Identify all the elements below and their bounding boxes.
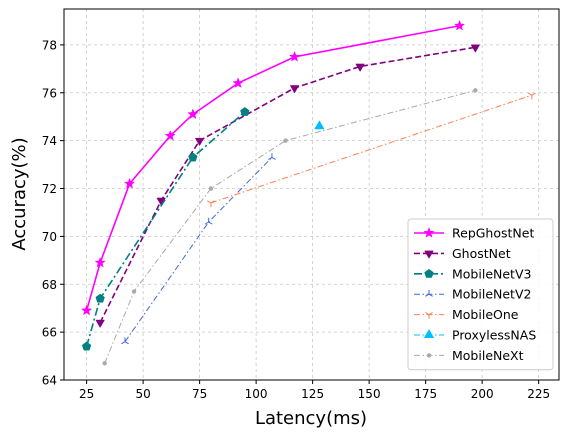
x-axis-title: Latency(ms) xyxy=(255,408,367,429)
y-axis-title: Accuracy(%) xyxy=(9,137,30,250)
y-tick-label: 74 xyxy=(42,134,57,148)
x-tick-label: 50 xyxy=(135,387,150,401)
data-point-ghostnet xyxy=(95,319,105,329)
legend-item-mobilenetv3: MobileNetV3 xyxy=(414,266,531,281)
legend-swatch-marker xyxy=(424,250,434,259)
legend-label: MobileNeXt xyxy=(452,348,524,363)
data-point-mobilenetv2 xyxy=(268,153,276,160)
series-line-repghostnet xyxy=(85,24,460,311)
legend-label: ProxylessNAS xyxy=(452,328,536,343)
series-mobilenetv2 xyxy=(121,153,276,345)
data-point-mobileone xyxy=(527,92,536,100)
x-tick-label: 175 xyxy=(414,387,437,401)
legend-item-mobilenext: MobileNeXt xyxy=(414,348,524,363)
legend-swatch-marker xyxy=(423,227,435,238)
legend-swatch-marker xyxy=(426,353,432,358)
x-tick-label: 25 xyxy=(79,387,94,401)
x-tick-label: 100 xyxy=(245,387,268,401)
series-line-mobilenext xyxy=(104,89,476,364)
plot-frame xyxy=(63,8,560,381)
data-point-repghostnet xyxy=(187,108,199,120)
legend-swatch-marker xyxy=(424,268,434,278)
data-point-repghostnet xyxy=(232,77,244,88)
data-point-mobilenetv2 xyxy=(204,217,213,225)
data-point-mobilenetv3 xyxy=(188,152,198,162)
series-repghostnet xyxy=(80,19,466,316)
legend-item-repghostnet: RepGhostNet xyxy=(414,226,534,241)
legend-label: MobileNetV3 xyxy=(452,266,531,281)
legend-label: MobileNetV2 xyxy=(452,287,531,302)
x-tick-label: 75 xyxy=(192,387,207,401)
data-point-mobilenetv3 xyxy=(240,107,250,116)
data-point-mobilenetv2 xyxy=(121,337,129,345)
y-tick-label: 72 xyxy=(42,182,57,196)
data-point-ghostnet xyxy=(355,63,365,72)
data-point-proxylessnas xyxy=(314,120,325,130)
series-mobilenext xyxy=(102,88,478,366)
y-tick-label: 76 xyxy=(42,86,57,100)
x-tick-label: 150 xyxy=(358,387,381,401)
data-point-repghostnet xyxy=(453,19,466,31)
x-tick-label: 200 xyxy=(471,387,494,401)
legend-label: GhostNet xyxy=(452,246,511,261)
data-point-repghostnet xyxy=(164,129,176,141)
data-point-ghostnet xyxy=(470,44,481,53)
legend-label: MobileOne xyxy=(452,307,519,322)
x-tick-label: 225 xyxy=(527,387,550,401)
legend-box xyxy=(407,218,554,371)
y-tick-label: 70 xyxy=(42,230,57,244)
data-point-mobilenext xyxy=(473,88,478,93)
data-point-repghostnet xyxy=(123,177,136,189)
data-point-mobilenetv3 xyxy=(95,293,105,303)
data-point-mobilenetv3 xyxy=(81,341,92,351)
legend-label: RepGhostNet xyxy=(452,226,534,241)
data-point-mobilenext xyxy=(131,289,137,294)
y-tick-label: 66 xyxy=(42,326,57,340)
x-tick-label: 125 xyxy=(301,387,324,401)
data-point-repghostnet xyxy=(94,256,106,268)
series-mobilenetv3 xyxy=(81,107,250,351)
series-line-mobilenetv2 xyxy=(124,157,273,342)
data-point-mobileone xyxy=(207,200,215,208)
series-line-mobilenetv3 xyxy=(85,111,246,347)
series-mobileone xyxy=(207,92,536,208)
axis-layer: 25 50 75 100 125 150 175 200 225 64 66 68 70 72 74 76 78 xyxy=(42,8,560,401)
legend-swatch-marker xyxy=(425,290,433,297)
data-point-mobilenext xyxy=(283,138,288,143)
data-point-repghostnet xyxy=(288,50,301,62)
y-tick-label: 64 xyxy=(42,374,57,388)
legend: RepGhostNet GhostNet MobileNetV3 MobileNetV… xyxy=(407,218,554,371)
series-layer xyxy=(80,19,536,366)
series-line-mobileone xyxy=(210,94,533,204)
data-point-ghostnet xyxy=(289,85,300,94)
data-point-ghostnet xyxy=(194,137,205,147)
data-point-mobilenext xyxy=(102,361,107,366)
data-point-mobilenext xyxy=(208,186,214,191)
y-tick-label: 78 xyxy=(42,38,57,52)
legend-swatch-marker xyxy=(423,328,435,338)
legend-item-mobileone: MobileOne xyxy=(414,307,519,322)
legend-item-mobilenetv2: MobileNetV2 xyxy=(414,287,531,302)
legend-item-ghostnet: GhostNet xyxy=(414,246,511,261)
y-tick-label: 68 xyxy=(42,278,57,292)
series-proxylessnas xyxy=(314,120,325,130)
data-point-repghostnet xyxy=(80,304,93,316)
legend-item-proxylessnas: ProxylessNAS xyxy=(414,328,536,343)
legend-swatch-marker xyxy=(425,312,433,319)
